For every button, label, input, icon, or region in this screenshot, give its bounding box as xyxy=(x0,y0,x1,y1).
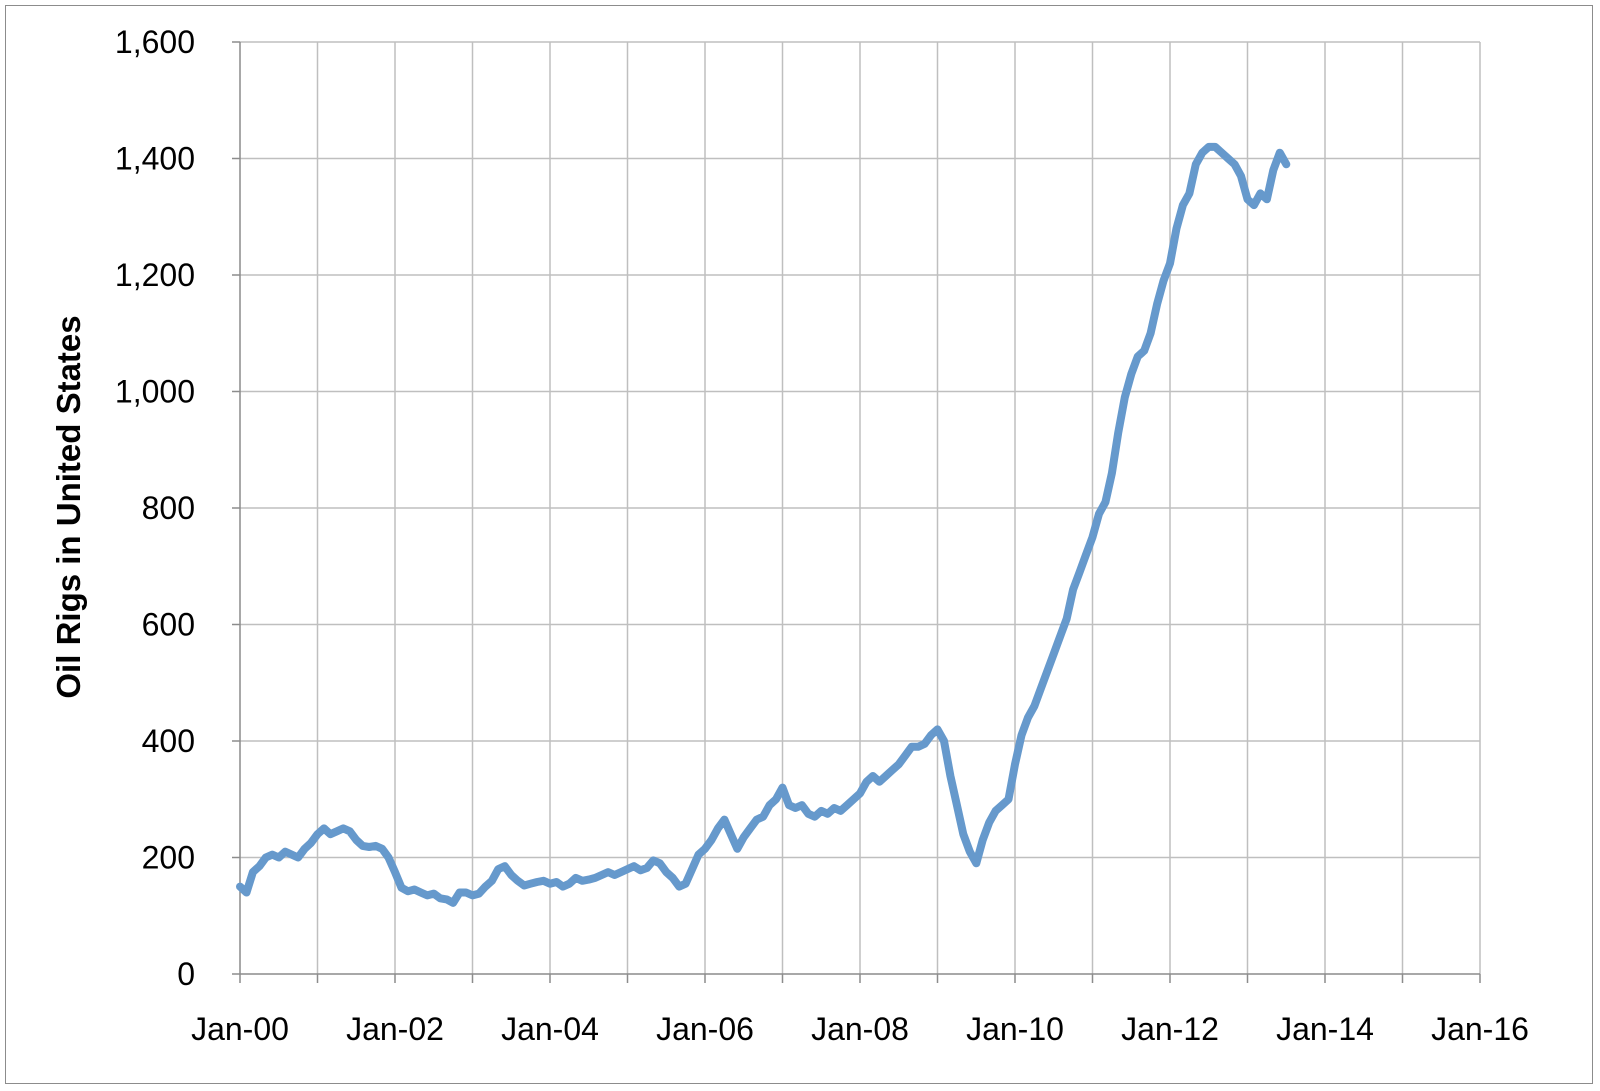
horizontal-gridlines xyxy=(232,41,1480,975)
y-tick-label: 1,400 xyxy=(115,141,195,177)
x-tick-label: Jan-06 xyxy=(656,1011,754,1047)
y-tick-label: 600 xyxy=(142,607,195,643)
y-tick-label: 1,000 xyxy=(115,374,195,410)
series-line-oil-rigs xyxy=(236,142,1291,907)
x-tick-label: Jan-16 xyxy=(1431,1011,1529,1047)
x-tick-label: Jan-12 xyxy=(1121,1011,1219,1047)
x-tick-label: Jan-02 xyxy=(346,1011,444,1047)
y-tick-label: 1,200 xyxy=(115,257,195,293)
y-tick-label: 200 xyxy=(142,840,195,876)
x-tick-label: Jan-04 xyxy=(501,1011,599,1047)
y-tick-label: 800 xyxy=(142,490,195,526)
x-tick-label: Jan-08 xyxy=(811,1011,909,1047)
y-tick-label: 1,600 xyxy=(115,24,195,60)
x-tick-label: Jan-10 xyxy=(966,1011,1064,1047)
y-tick-label: 0 xyxy=(177,956,195,992)
y-tick-label: 400 xyxy=(142,723,195,759)
x-tick-labels: Jan-00 Jan-02 Jan-04 Jan-06 Jan-08 Jan-10 Jan-… xyxy=(191,1011,1529,1047)
chart-frame xyxy=(5,5,1593,1084)
x-tick-label: Jan-00 xyxy=(191,1011,289,1047)
y-axis-label: Oil Rigs in United States xyxy=(50,315,87,698)
x-tick-marks xyxy=(239,974,1481,983)
y-tick-labels: 0 200 400 600 800 1,000 1,200 1,400 1,600 xyxy=(115,24,195,992)
x-tick-label: Jan-14 xyxy=(1276,1011,1374,1047)
